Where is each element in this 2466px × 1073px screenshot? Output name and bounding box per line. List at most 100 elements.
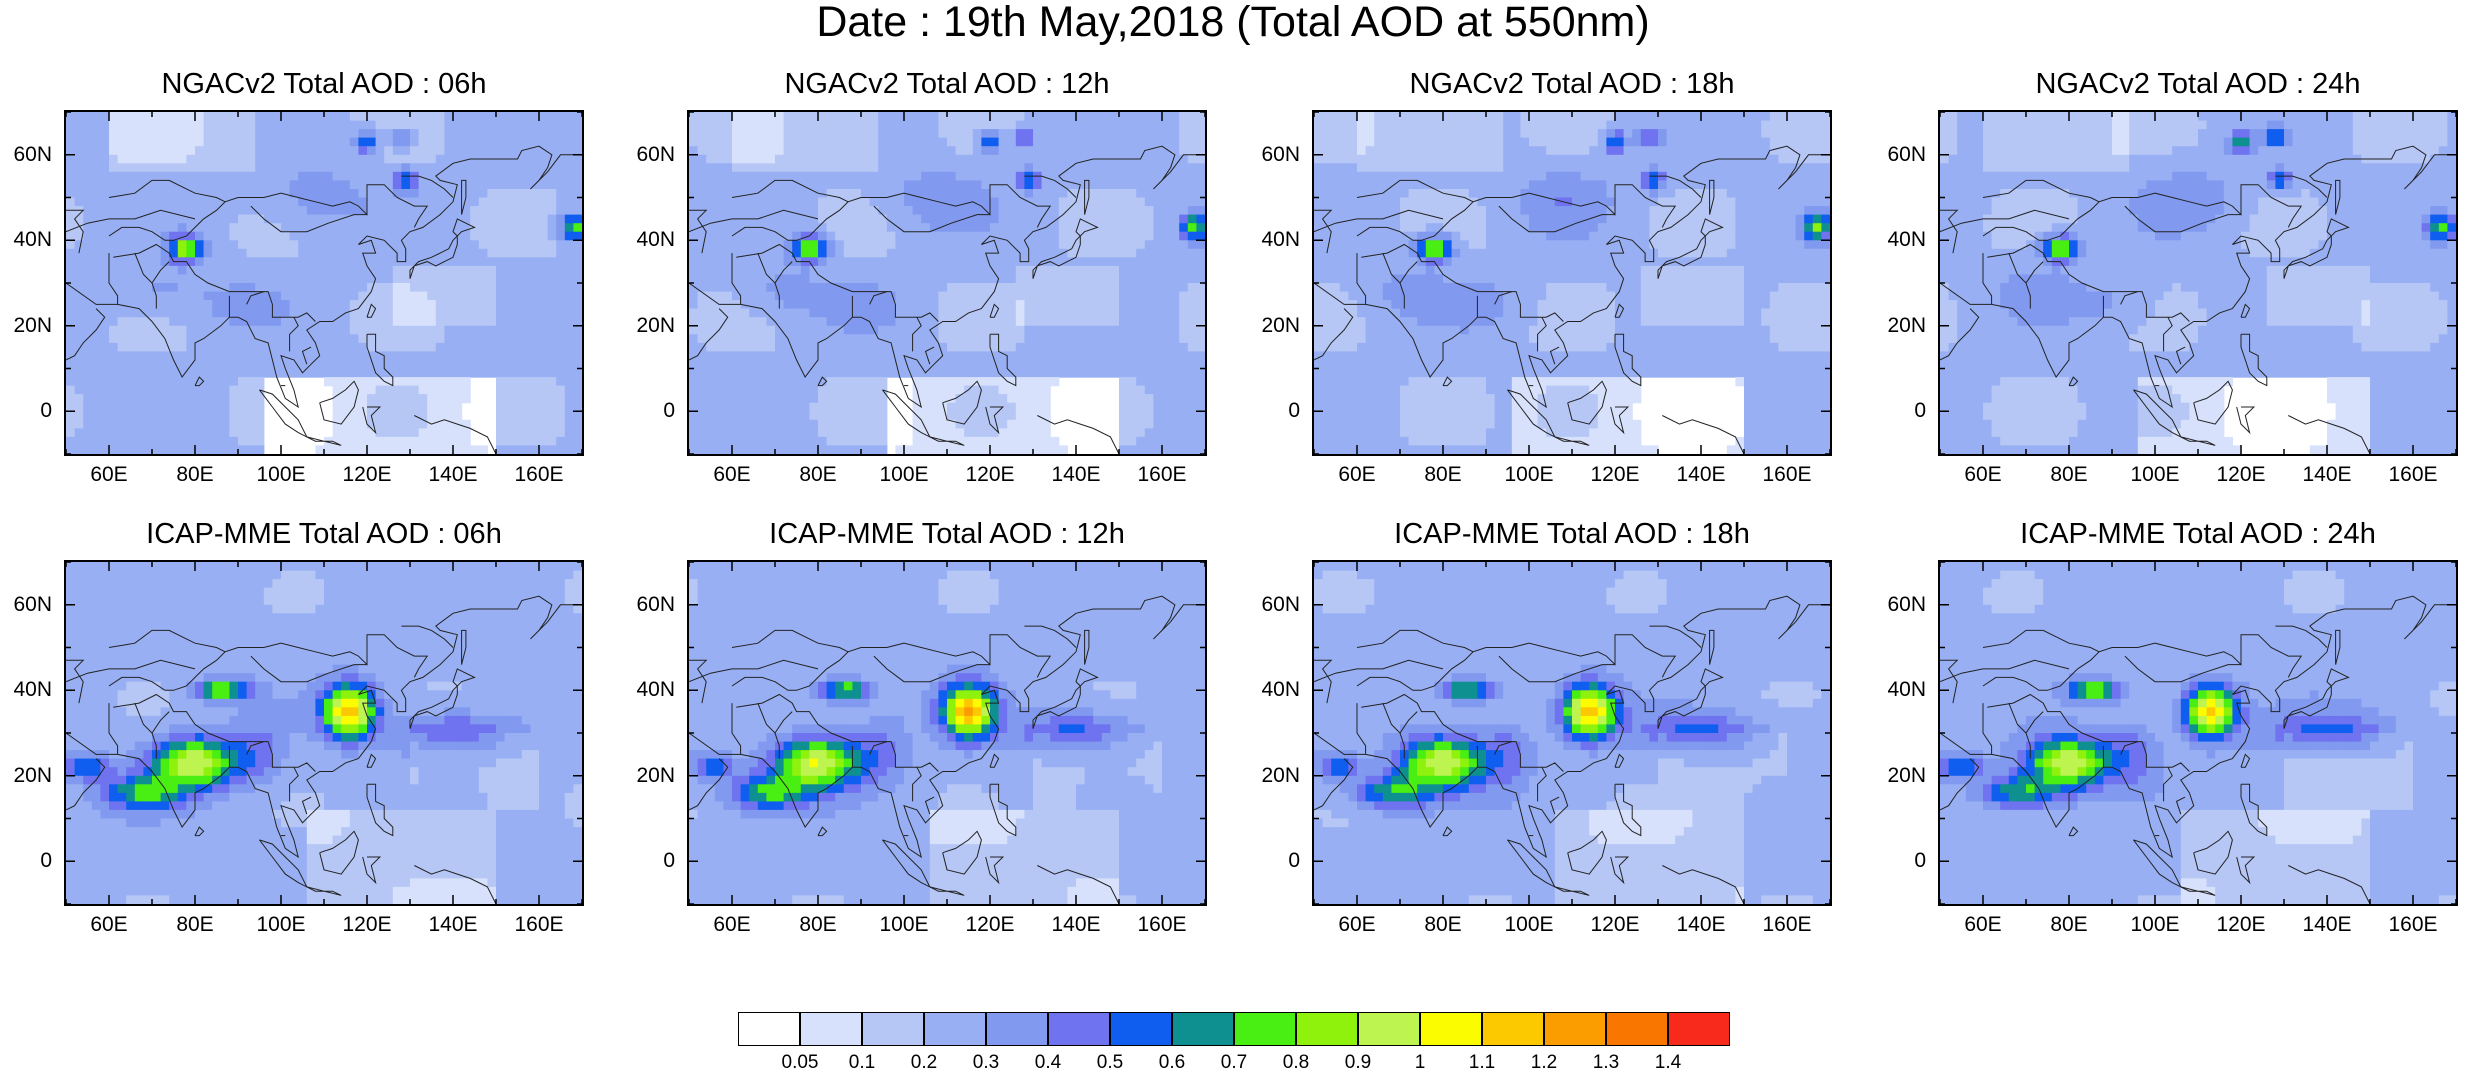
- aod-cell: [109, 428, 118, 437]
- aod-cell: [376, 249, 385, 258]
- aod-cell: [792, 369, 801, 378]
- aod-cell: [1016, 420, 1025, 429]
- aod-cell: [470, 292, 479, 301]
- aod-cell: [827, 420, 836, 429]
- aod-cell: [152, 172, 161, 181]
- aod-cell: [878, 351, 887, 360]
- aod-cell: [462, 428, 471, 437]
- aod-cell: [487, 198, 496, 207]
- aod-cell: [247, 180, 256, 189]
- aod-cell: [315, 266, 324, 275]
- aod-cell: [212, 326, 221, 335]
- aod-cell: [723, 172, 732, 181]
- aod-cell: [689, 240, 698, 249]
- aod-cell: [827, 266, 836, 275]
- aod-cell: [401, 112, 410, 121]
- aod-cell: [921, 146, 930, 155]
- aod-cell: [376, 223, 385, 232]
- aod-cell: [1110, 249, 1119, 258]
- aod-cell: [741, 394, 750, 403]
- aod-cell: [1188, 189, 1197, 198]
- aod-cell: [1196, 309, 1205, 318]
- aod-cell: [333, 146, 342, 155]
- aod-cell: [195, 317, 204, 326]
- aod-cell: [419, 189, 428, 198]
- aod-cell: [496, 129, 505, 138]
- aod-cell: [930, 146, 939, 155]
- aod-cell: [195, 266, 204, 275]
- aod-cell: [530, 369, 539, 378]
- aod-cell: [1179, 283, 1188, 292]
- aod-cell: [689, 163, 698, 172]
- aod-cell: [964, 326, 973, 335]
- aod-cell: [956, 240, 965, 249]
- aod-cell: [247, 360, 256, 369]
- aod-cell: [109, 394, 118, 403]
- aod-cell: [1033, 155, 1042, 164]
- aod-cell: [981, 215, 990, 224]
- aod-cell: [1477, 121, 1486, 130]
- aod-cell: [281, 309, 290, 318]
- aod-cell: [178, 112, 187, 121]
- aod-cell: [419, 317, 428, 326]
- aod-cell: [66, 377, 75, 386]
- aod-cell: [1153, 172, 1162, 181]
- aod-cell: [1093, 206, 1102, 215]
- aod-cell: [1188, 257, 1197, 266]
- aod-cell: [1119, 206, 1128, 215]
- aod-cell: [964, 377, 973, 386]
- aod-cell: [100, 283, 109, 292]
- aod-cell: [272, 155, 281, 164]
- aod-cell: [999, 351, 1008, 360]
- aod-cell: [1761, 112, 1770, 121]
- aod-cell: [887, 121, 896, 130]
- aod-cell: [75, 129, 84, 138]
- aod-cell: [152, 163, 161, 172]
- aod-cell: [358, 215, 367, 224]
- aod-cell: [83, 300, 92, 309]
- aod-cell: [548, 223, 557, 232]
- aod-cell: [427, 326, 436, 335]
- aod-cell: [1196, 343, 1205, 352]
- aod-cell: [462, 360, 471, 369]
- aod-cell: [212, 155, 221, 164]
- aod-cell: [169, 334, 178, 343]
- aod-cell: [1196, 249, 1205, 258]
- aod-cell: [741, 121, 750, 130]
- aod-cell: [956, 369, 965, 378]
- aod-cell: [887, 309, 896, 318]
- aod-cell: [973, 274, 982, 283]
- aod-cell: [1162, 292, 1171, 301]
- aod-cell: [689, 300, 698, 309]
- aod-cell: [496, 309, 505, 318]
- aod-cell: [161, 369, 170, 378]
- aod-cell: [204, 155, 213, 164]
- aod-cell: [393, 292, 402, 301]
- aod-cell: [487, 283, 496, 292]
- aod-cell: [930, 215, 939, 224]
- aod-cell: [556, 129, 565, 138]
- aod-cell: [1145, 112, 1154, 121]
- aod-cell: [264, 360, 273, 369]
- aod-cell: [436, 232, 445, 241]
- aod-cell: [195, 163, 204, 172]
- aod-cell: [973, 257, 982, 266]
- aod-cell: [419, 386, 428, 395]
- aod-cell: [766, 334, 775, 343]
- aod-cell: [1136, 334, 1145, 343]
- aod-cell: [135, 155, 144, 164]
- aod-cell: [1033, 420, 1042, 429]
- aod-cell: [298, 155, 307, 164]
- aod-cell: [938, 266, 947, 275]
- aod-cell: [126, 420, 135, 429]
- aod-cell: [229, 121, 238, 130]
- aod-cell: [1323, 121, 1332, 130]
- aod-cell: [1503, 138, 1512, 147]
- aod-cell: [401, 223, 410, 232]
- aod-cell: [1128, 189, 1137, 198]
- aod-cell: [487, 163, 496, 172]
- aod-cell: [698, 394, 707, 403]
- aod-cell: [470, 172, 479, 181]
- aod-cell: [1162, 266, 1171, 275]
- aod-cell: [1024, 240, 1033, 249]
